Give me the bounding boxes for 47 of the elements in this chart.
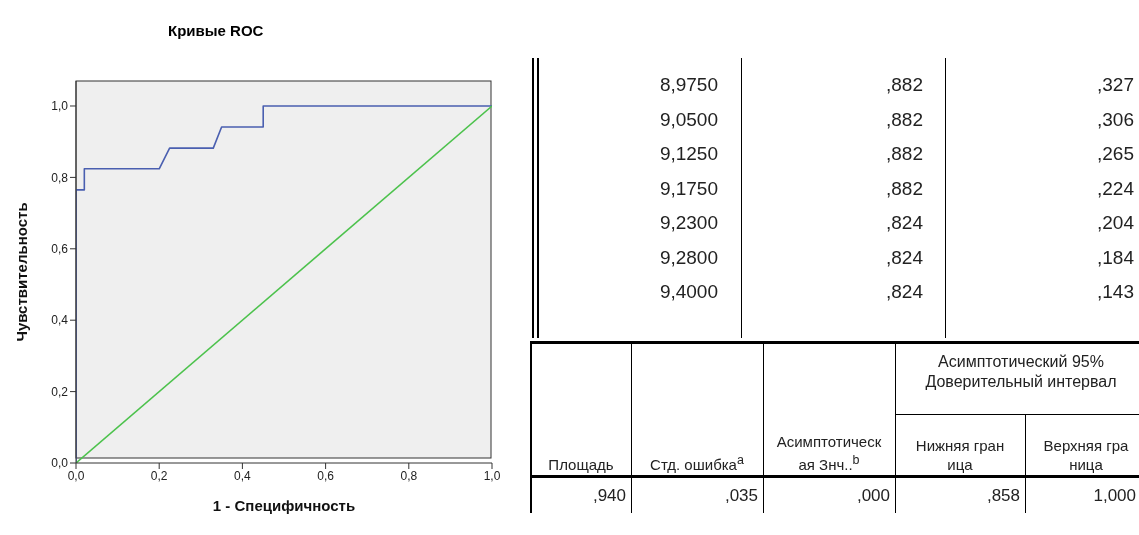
text: ,224	[1096, 177, 1134, 200]
text: ,035	[723, 486, 758, 506]
text: ,882	[885, 74, 923, 96]
text: ,327	[1096, 74, 1134, 96]
x-tick-label: 0,0	[67, 468, 85, 483]
text: 9,1750	[658, 177, 718, 200]
chart-title: Кривые ROC	[168, 22, 264, 39]
text: ,882	[885, 108, 923, 131]
text: ,882	[885, 143, 923, 165]
x-tick-label: 0,8	[400, 468, 418, 483]
x-tick-label: 1,0	[483, 468, 501, 483]
y-tick-label: 0,8	[51, 170, 69, 185]
text: Нижняя граница	[915, 436, 1005, 474]
text: ,824	[885, 246, 923, 269]
text: ,882	[885, 177, 923, 200]
text: 9,4000	[658, 281, 718, 303]
y-tick-label: 1,0	[51, 99, 69, 114]
text: 9,2300	[658, 212, 718, 234]
x-axis-title: 1 - Специфичность	[212, 497, 356, 514]
text: ,858	[985, 486, 1020, 506]
x-tick-label: 0,2	[150, 468, 168, 483]
text: 8,9750	[658, 74, 718, 96]
y-tick-label: 0,4	[51, 313, 69, 328]
text: Стд. ошибка$^{a}$	[649, 452, 745, 474]
y-tick-label: 0,6	[51, 242, 69, 257]
x-tick-label: 0,4	[234, 468, 252, 483]
text: Асимптотическая Знч..$^{b}$	[775, 432, 883, 474]
y-axis-title: Чувствительность	[13, 202, 31, 342]
text: Асимптотический 95% Доверительный интервал	[924, 352, 1118, 392]
text: Площадь	[547, 455, 615, 474]
y-tick-label: 0,2	[51, 384, 69, 399]
text: ,184	[1096, 246, 1134, 269]
text: 9,0500	[658, 108, 718, 131]
text: ,204	[1096, 212, 1134, 234]
text: 9,1250	[658, 143, 718, 165]
y-tick-label: 0,0	[51, 456, 69, 471]
text: ,824	[885, 212, 923, 234]
text: ,265	[1096, 143, 1134, 165]
text: ,824	[885, 281, 923, 303]
x-tick-label: 0,6	[317, 468, 335, 483]
text: 9,2800	[658, 246, 718, 269]
text: ,306	[1096, 108, 1134, 131]
text: Верхняя граница	[1042, 436, 1130, 474]
text: ,940	[591, 486, 626, 506]
text: 1,000	[1092, 486, 1136, 506]
text: ,000	[855, 486, 890, 506]
text: ,143	[1096, 281, 1134, 303]
